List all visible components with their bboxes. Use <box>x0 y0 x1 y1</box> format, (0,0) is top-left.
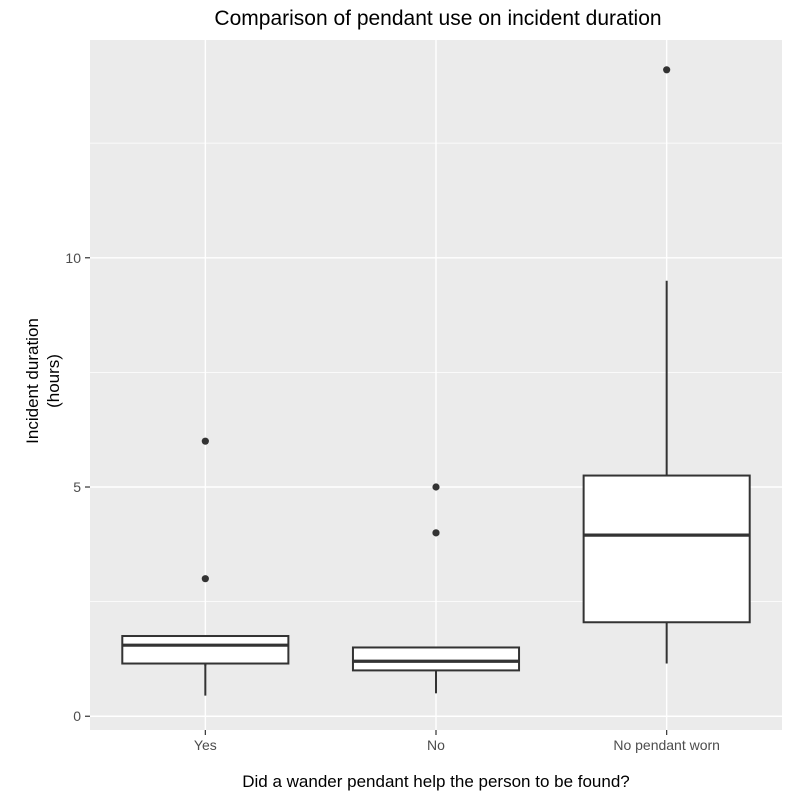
outlier-point <box>201 575 209 583</box>
box-group <box>351 483 521 694</box>
outlier-point <box>201 437 209 445</box>
box-iqr <box>351 646 521 672</box>
outlier-point <box>432 483 440 491</box>
x-tick-label: Yes <box>194 737 217 753</box>
y-axis-label: Incident duration (hours) <box>23 318 63 444</box>
y-axis-label-line-2: (hours) <box>44 354 63 408</box>
box-iqr <box>121 635 290 665</box>
chart-title: Comparison of pendant use on incident du… <box>214 7 661 30</box>
outlier-point <box>432 529 440 537</box>
boxes-layer <box>121 66 751 696</box>
box-iqr <box>582 474 751 624</box>
x-axis-label: Did a wander pendant help the person to … <box>242 772 630 791</box>
x-tick-label: No pendant worn <box>613 737 720 753</box>
y-tick-label: 5 <box>73 479 81 495</box>
box-group <box>121 437 290 696</box>
y-tick-label: 0 <box>73 708 81 724</box>
y-axis-ticks: 0 5 10 <box>65 250 90 724</box>
y-axis-label-line-1: Incident duration <box>23 318 42 444</box>
box-group <box>582 66 751 664</box>
y-tick-label: 10 <box>65 250 81 266</box>
x-axis-ticks: Yes No No pendant worn <box>194 730 720 753</box>
x-tick-label: No <box>427 737 445 753</box>
outlier-point <box>663 66 671 74</box>
